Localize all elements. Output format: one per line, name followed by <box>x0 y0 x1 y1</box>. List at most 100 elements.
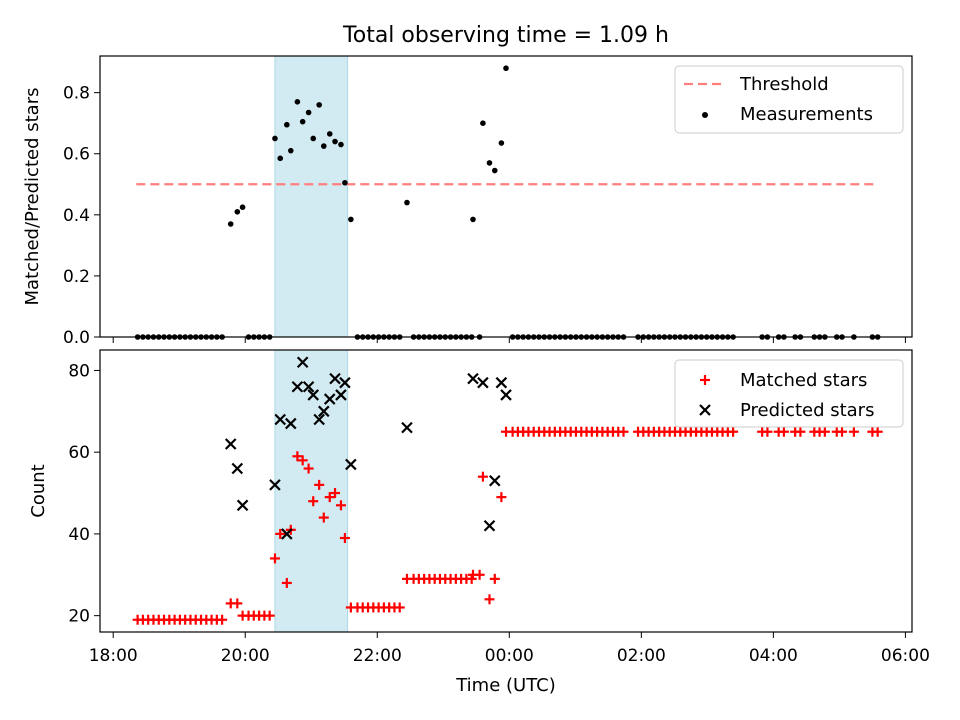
top-y-tick-label: 0.4 <box>63 206 90 226</box>
bottom-y-tick-label: 80 <box>68 361 90 381</box>
bottom-x-ticks: 18:00 20:00 22:00 00:00 02:00 04:00 06:00 <box>89 632 930 666</box>
x-tick-label: 06:00 <box>881 646 930 666</box>
bottom-y-tick-label: 20 <box>68 607 90 627</box>
matched-star-point <box>335 500 346 511</box>
top-y-tick-label: 0.2 <box>63 267 90 287</box>
predicted-star-point <box>467 372 479 385</box>
cross-stroke-b <box>291 381 304 393</box>
cross-stroke-b <box>345 458 357 471</box>
cross-stroke-b <box>323 393 336 405</box>
measurement-point <box>310 135 317 142</box>
legend-threshold-label: Threshold <box>739 74 829 95</box>
matched-star-point <box>281 577 292 588</box>
measurement-point <box>404 199 410 206</box>
measurement-point <box>470 216 476 223</box>
measurement-point <box>332 138 338 145</box>
x-tick-label: 00:00 <box>485 646 534 666</box>
matched-star-point <box>477 471 488 482</box>
measurement-point <box>277 155 284 162</box>
matched-star-point <box>318 512 329 523</box>
cross-stroke-b <box>274 413 287 426</box>
matched-star-point <box>819 426 830 437</box>
legend-measurements-swatch <box>702 112 708 118</box>
predicted-star-point <box>291 381 304 393</box>
bottom-legend-box <box>674 359 904 428</box>
predicted-star-point <box>500 389 512 401</box>
cross-stroke-b <box>401 421 413 434</box>
measurement-point <box>299 118 306 125</box>
matched-star-point <box>308 496 319 507</box>
top-x-ticks <box>112 337 906 343</box>
predicted-star-point <box>339 376 351 389</box>
measurement-point <box>272 135 278 142</box>
chart-title: Total observing time = 1.09 h <box>342 23 669 48</box>
measurement-point <box>498 140 505 146</box>
matched-star-point <box>269 553 280 564</box>
top-panel: 0.00.20.40.60.8 Matched/Predicted stars … <box>22 55 913 348</box>
predicted-star-point <box>231 462 244 475</box>
measurement-point <box>287 147 294 154</box>
measurement-point <box>234 208 241 215</box>
cross-stroke-b <box>281 528 293 540</box>
predicted-star-point <box>224 438 237 450</box>
matched-stars-series <box>132 426 883 625</box>
observing-window-shade-top <box>274 55 349 338</box>
predicted-star-point <box>302 381 315 393</box>
top-legend: Threshold Measurements <box>674 65 904 134</box>
measurement-point <box>342 179 348 186</box>
matched-star-point <box>496 492 507 503</box>
matched-star-point <box>275 528 286 539</box>
predicted-star-point <box>269 479 281 491</box>
cross-stroke-b <box>500 389 512 401</box>
matched-star-point <box>232 598 243 609</box>
measurement-point <box>227 221 234 227</box>
measurement-point <box>326 131 333 137</box>
predicted-star-point <box>274 413 287 426</box>
x-axis-label: Time (UTC) <box>455 675 556 696</box>
matched-star-point <box>303 463 314 474</box>
matched-star-point <box>314 479 325 490</box>
top-legend-box <box>674 65 904 134</box>
matched-star-point <box>484 594 495 605</box>
cross-stroke-b <box>236 499 249 512</box>
predicted-star-point <box>323 393 336 405</box>
legend-matched-label: Matched stars <box>740 370 867 391</box>
predicted-star-point <box>495 376 508 389</box>
top-y-tick-label: 0.0 <box>63 328 90 348</box>
measurement-point <box>294 99 301 105</box>
measurement-point <box>320 143 327 149</box>
matched-star-point <box>728 426 739 437</box>
cross-stroke-b <box>318 405 330 418</box>
matched-star-point <box>339 533 350 543</box>
cross-stroke-b <box>467 372 479 385</box>
matched-star-point <box>778 426 789 437</box>
cross-stroke-b <box>488 475 501 487</box>
cross-stroke-b <box>296 356 309 369</box>
predicted-star-point <box>236 499 249 512</box>
predicted-star-point <box>281 528 293 540</box>
measurement-point <box>338 141 344 148</box>
measurement-point <box>486 160 493 166</box>
cross-stroke-b <box>335 389 347 401</box>
cross-stroke-b <box>339 376 351 389</box>
predicted-star-point <box>285 417 297 430</box>
measurement-point <box>316 102 322 108</box>
matched-star-point <box>330 488 341 499</box>
bottom-y-axis-label: Count <box>28 464 49 517</box>
top-y-tick-label: 0.6 <box>63 145 90 165</box>
cross-stroke-b <box>483 519 496 532</box>
legend-matched-swatch <box>700 375 710 385</box>
predicted-star-point <box>483 519 496 532</box>
matched-star-point <box>394 602 405 613</box>
bottom-y-tick-label: 40 <box>68 525 90 545</box>
legend-measurements-label: Measurements <box>740 104 873 125</box>
cross-stroke-b <box>313 413 325 426</box>
legend-predicted-swatch <box>699 404 711 416</box>
cross-stroke-b <box>495 376 508 389</box>
predicted-star-point <box>318 405 330 418</box>
x-tick-label: 22:00 <box>353 646 402 666</box>
measurement-point <box>239 204 246 210</box>
top-axes-frame <box>99 55 913 338</box>
legend-cross-marker <box>699 404 711 416</box>
